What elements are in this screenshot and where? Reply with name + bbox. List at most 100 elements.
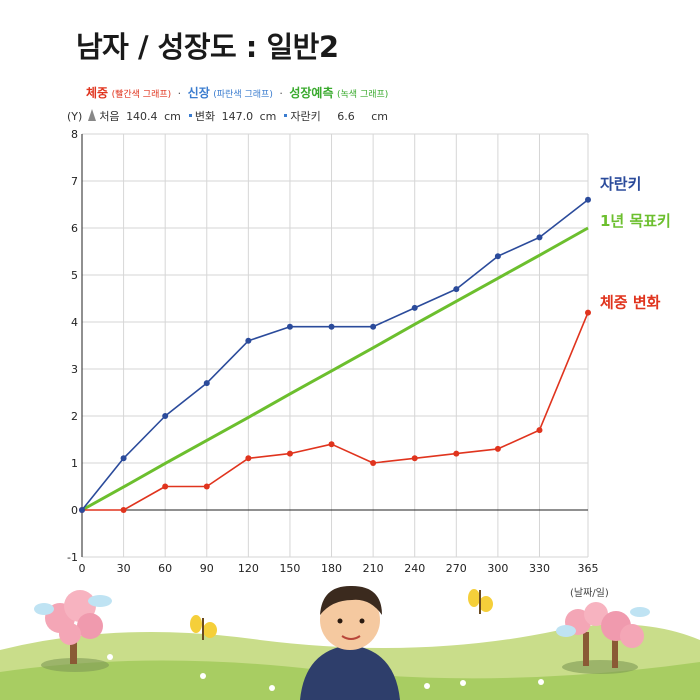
butterfly-icon: [468, 589, 493, 614]
tree-blossom: [77, 613, 103, 639]
data-point: [162, 413, 169, 419]
data-point: [203, 483, 210, 490]
data-point: [370, 460, 377, 466]
flower-icon: [269, 685, 275, 691]
y-tick-label: 7: [71, 175, 78, 188]
data-point: [370, 323, 377, 330]
data-point: [79, 507, 85, 513]
data-point: [585, 196, 591, 203]
data-point: [245, 455, 252, 462]
x-tick-label: 180: [321, 562, 342, 575]
child-illustration: [300, 585, 400, 700]
info-line: (Y) 처음 140.4 cm 변화 147.0 cm 자란키 6.6 cm: [67, 108, 391, 124]
y-unit-label: (Y): [67, 110, 83, 123]
series-label: 1년 목표키: [600, 212, 671, 230]
data-point: [120, 507, 127, 513]
growth-value: 6.6: [337, 110, 355, 123]
data-point: [245, 337, 252, 344]
tree-blossom: [584, 602, 608, 626]
x-tick-label: 330: [529, 562, 550, 575]
flower-icon: [424, 683, 430, 689]
data-point: [494, 253, 501, 260]
legend-height-label: 신장: [187, 86, 210, 100]
tree-shadow: [562, 660, 638, 674]
tree-trunk: [583, 632, 589, 666]
butterfly-icon: [190, 615, 217, 640]
arrow-up-icon: [88, 109, 97, 121]
cloud-icon: [34, 603, 54, 615]
legend-weight-label: 체중: [86, 86, 109, 100]
x-axis-unit: (날짜/일): [570, 588, 609, 599]
data-point: [585, 309, 591, 316]
change-value: 147.0: [221, 110, 254, 123]
tree-blossom: [59, 623, 81, 645]
data-point: [328, 323, 335, 330]
scenery-illustration: [0, 585, 700, 700]
cloud-icon: [88, 595, 112, 607]
y-tick-label: 4: [71, 316, 78, 329]
x-tick-label: 150: [279, 562, 300, 575]
data-point: [494, 445, 501, 452]
y-tick-label: 1: [71, 457, 78, 470]
series-line: [81, 226, 589, 512]
y-tick-label: 8: [71, 128, 78, 141]
growth-label: 자란키: [290, 110, 321, 123]
x-tick-label: 240: [404, 562, 425, 575]
tree-trunk: [70, 628, 77, 664]
change-unit: cm: [259, 110, 277, 123]
data-point: [411, 304, 418, 311]
y-tick-label: 5: [71, 269, 78, 282]
legend-separator: ·: [279, 87, 283, 100]
tree-shadow: [41, 658, 109, 672]
data-point: [411, 455, 418, 462]
series-label: 자란키: [600, 175, 641, 193]
y-tick-label: 6: [71, 222, 78, 235]
flower-icon: [460, 680, 466, 686]
cloud-icon: [630, 607, 650, 617]
x-tick-label: 365: [578, 562, 599, 575]
x-tick-label: 270: [446, 562, 467, 575]
page-title: 남자 / 성장도 : 일반2: [76, 30, 339, 64]
plot-background: [82, 134, 588, 557]
y-tick-label: 3: [71, 363, 78, 376]
first-value: 140.4: [126, 110, 158, 123]
series-label: 체중 변화: [600, 294, 661, 312]
y-tick-label: -1: [67, 551, 78, 564]
data-point: [328, 441, 335, 448]
x-tick-label: 300: [487, 562, 508, 575]
y-tick-label: 2: [71, 410, 78, 423]
x-tick-label: 60: [158, 562, 172, 575]
growth-unit: cm: [371, 110, 388, 123]
data-point: [453, 450, 460, 457]
flower-icon: [107, 654, 113, 660]
data-point: [162, 483, 169, 490]
x-tick-label: 30: [117, 562, 131, 575]
legend-prediction-note: (녹색 그래프): [337, 90, 389, 100]
cloud-icon: [556, 625, 576, 637]
data-point: [120, 455, 127, 462]
first-unit: cm: [164, 110, 181, 123]
data-point: [286, 450, 293, 457]
first-label: 처음: [99, 110, 120, 123]
x-tick-label: 0: [79, 562, 86, 575]
data-point: [453, 286, 460, 293]
legend-separator: ·: [177, 87, 182, 100]
data-point: [286, 323, 293, 330]
legend-prediction-label: 성장예측: [289, 86, 334, 100]
data-point: [536, 427, 543, 434]
legend-weight-note: (빨간색 그래프): [111, 90, 172, 100]
data-point: [536, 234, 543, 241]
data-point: [203, 380, 210, 387]
flower-icon: [200, 673, 206, 679]
tree-trunk: [612, 636, 618, 668]
bullet-icon: [284, 114, 288, 117]
flower-icon: [538, 679, 544, 685]
x-tick-label: 120: [238, 562, 259, 575]
change-label: 변화: [194, 110, 216, 123]
x-tick-label: 90: [200, 562, 214, 575]
tree-blossom: [620, 624, 644, 648]
legend-line: 체중 (빨간색 그래프) · 신장 (파란색 그래프) · 성장예측 (녹색 그…: [86, 84, 388, 101]
bullet-icon: [188, 114, 192, 117]
